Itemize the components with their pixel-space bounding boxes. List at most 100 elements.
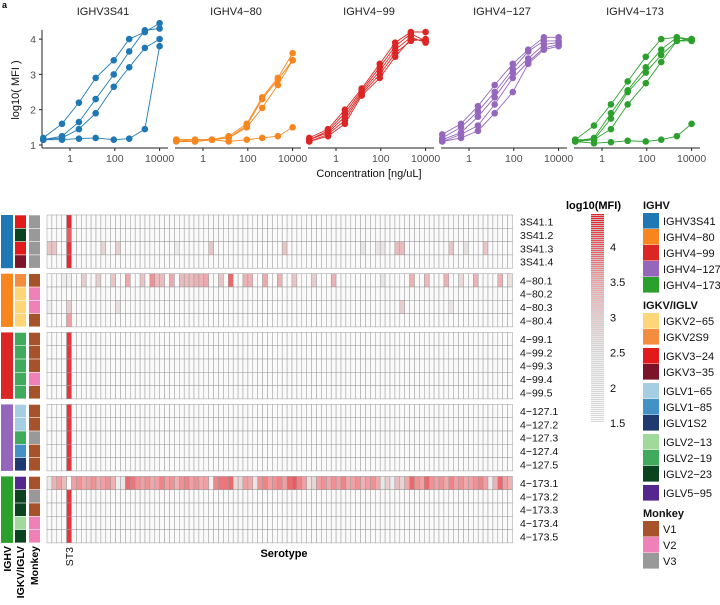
heatmap-cell xyxy=(51,286,58,301)
heatmap-cell xyxy=(389,228,396,242)
colorbar-stripe xyxy=(591,246,604,248)
heatmap-cell xyxy=(306,372,312,386)
heatmap-cell xyxy=(502,332,508,346)
heatmap-cell xyxy=(61,273,67,288)
heatmap-cell xyxy=(404,214,410,229)
heatmap-cell xyxy=(169,457,175,472)
heatmap-cell xyxy=(448,300,454,314)
heatmap-cell xyxy=(100,516,107,530)
monkey-annotation xyxy=(29,255,40,268)
heatmap-cell xyxy=(56,372,62,386)
heatmap-cell xyxy=(277,457,283,472)
heatmap-cell xyxy=(340,273,347,288)
heatmap-cell xyxy=(473,254,479,269)
heatmap-cell xyxy=(326,300,332,314)
colorbar-stripe-line xyxy=(591,277,604,278)
heatmap-cell xyxy=(384,404,391,418)
heatmap-cell xyxy=(414,273,420,288)
heatmap-cell xyxy=(404,300,410,314)
heatmap-cell xyxy=(90,444,97,458)
heatmap-cell xyxy=(487,228,494,242)
data-point xyxy=(657,136,665,144)
colorbar-stripe-line xyxy=(591,385,604,386)
heatmap-cell xyxy=(360,214,366,229)
heatmap-cell xyxy=(61,516,67,530)
monkey-annotation xyxy=(29,372,40,386)
legend-label: V3 xyxy=(663,556,676,568)
heatmap-cell xyxy=(56,444,62,458)
heatmap-cell xyxy=(139,241,146,256)
heatmap-cell xyxy=(473,300,479,314)
heatmap-cell xyxy=(85,345,92,360)
heatmap-cell xyxy=(409,385,415,400)
heatmap-cell xyxy=(223,228,229,242)
heatmap-cell xyxy=(453,214,459,229)
heatmap-cell xyxy=(120,417,126,432)
heatmap-cell xyxy=(360,430,366,445)
heatmap-cell xyxy=(125,457,131,472)
heatmap-cell xyxy=(502,300,508,314)
heatmap-cell xyxy=(130,332,136,346)
heatmap-cell xyxy=(134,385,141,400)
heatmap-cell xyxy=(365,214,371,229)
heatmap-cell xyxy=(213,489,219,504)
light-chain-annotation xyxy=(15,287,26,300)
colorbar-stripe xyxy=(591,308,604,310)
heatmap-cell xyxy=(237,241,244,256)
heatmap-cell xyxy=(115,286,121,301)
monkey-annotation xyxy=(29,359,40,372)
data-point xyxy=(258,104,266,112)
heatmap-cell xyxy=(286,404,293,418)
heatmap-cell xyxy=(463,417,469,432)
heatmap-cell xyxy=(228,273,234,288)
heatmap-cell xyxy=(375,417,381,432)
heatmap-cell xyxy=(286,444,293,458)
heatmap-cell xyxy=(428,516,435,530)
heatmap-cell xyxy=(419,385,425,400)
heatmap-cell xyxy=(477,254,484,269)
heatmap-cell xyxy=(115,516,121,530)
data-point xyxy=(642,69,650,76)
legend-swatch xyxy=(643,213,659,229)
heatmap-cell xyxy=(414,516,420,530)
heatmap-cell xyxy=(424,313,430,328)
heatmap-cell xyxy=(85,476,92,490)
heatmap-cell xyxy=(301,516,307,530)
heatmap-cell xyxy=(252,286,258,301)
heatmap-cell xyxy=(458,345,464,360)
heatmap-cell xyxy=(139,476,146,490)
heatmap-cell xyxy=(340,404,347,418)
heatmap-cell xyxy=(267,502,273,517)
heatmap-cell xyxy=(208,385,214,400)
heatmap-cell xyxy=(218,358,224,373)
heatmap-cell xyxy=(179,430,185,445)
heatmap-cell xyxy=(360,254,366,269)
colorbar-stripe-line xyxy=(591,293,604,294)
heatmap-cell xyxy=(228,286,234,301)
heatmap-cell xyxy=(360,332,366,346)
heatmap-cell xyxy=(487,516,494,530)
heatmap-cell xyxy=(81,313,87,328)
colorbar-stripe xyxy=(591,218,604,220)
heatmap-cell xyxy=(252,372,258,386)
heatmap-cell xyxy=(149,502,156,517)
heatmap-cell xyxy=(105,372,111,386)
x-tick-label: 1 xyxy=(599,153,605,165)
heatmap-cell xyxy=(463,516,469,530)
heatmap-cell xyxy=(149,254,156,269)
heatmap-cell xyxy=(326,489,332,504)
heatmap-cell xyxy=(218,273,224,288)
heatmap-cell xyxy=(188,372,195,386)
heatmap-cell xyxy=(389,476,396,490)
heatmap-cell xyxy=(110,476,116,490)
heatmap-cell xyxy=(301,273,307,288)
heatmap-cell xyxy=(66,241,72,256)
heatmap-cell xyxy=(281,300,288,314)
heatmap-cell xyxy=(384,430,391,445)
colorbar-stripe xyxy=(591,382,604,384)
heatmap-cell xyxy=(46,502,53,517)
heatmap-cell xyxy=(203,286,209,301)
heatmap-cell xyxy=(257,385,263,400)
heatmap-cell xyxy=(355,444,361,458)
heatmap-cell xyxy=(458,214,464,229)
